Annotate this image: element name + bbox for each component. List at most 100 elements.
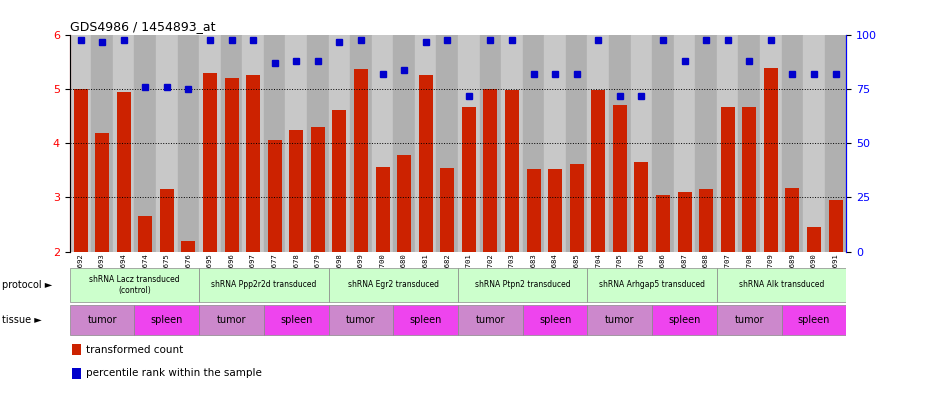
Bar	[72, 368, 81, 379]
Text: tumor: tumor	[217, 315, 246, 325]
Bar	[458, 268, 588, 302]
Bar	[634, 162, 648, 252]
Text: shRNA Lacz transduced
(control): shRNA Lacz transduced (control)	[89, 275, 179, 295]
Bar	[372, 35, 393, 252]
Bar	[721, 107, 735, 252]
Bar	[462, 107, 476, 252]
Bar	[588, 268, 717, 302]
Bar	[591, 90, 605, 252]
Bar	[268, 140, 282, 252]
Bar	[785, 188, 800, 252]
Bar	[332, 110, 346, 252]
Text: tumor: tumor	[346, 315, 376, 325]
Bar	[286, 35, 307, 252]
Bar	[807, 227, 821, 252]
Bar	[135, 35, 156, 252]
Bar	[264, 305, 328, 335]
Text: spleen: spleen	[151, 315, 183, 325]
Text: tissue ►: tissue ►	[2, 315, 42, 325]
Bar	[544, 35, 565, 252]
Bar	[609, 35, 631, 252]
Bar	[311, 127, 325, 252]
Bar	[113, 35, 135, 252]
Bar	[570, 164, 584, 252]
Bar	[738, 35, 760, 252]
Bar	[480, 35, 501, 252]
Text: GDS4986 / 1454893_at: GDS4986 / 1454893_at	[70, 20, 215, 33]
Bar	[440, 168, 454, 252]
Text: spleen: spleen	[409, 315, 442, 325]
Text: transformed count: transformed count	[86, 345, 183, 355]
Bar	[328, 268, 458, 302]
Bar	[203, 73, 217, 252]
Bar	[418, 75, 432, 252]
Bar	[501, 35, 523, 252]
Bar	[397, 155, 411, 252]
Bar	[289, 130, 303, 252]
Bar	[526, 169, 540, 252]
Bar	[351, 35, 372, 252]
Text: spleen: spleen	[280, 315, 312, 325]
Bar	[781, 35, 804, 252]
Bar	[220, 35, 243, 252]
Bar	[673, 35, 696, 252]
Bar	[73, 90, 87, 252]
Bar	[696, 35, 717, 252]
Bar	[135, 305, 199, 335]
Bar	[652, 35, 673, 252]
Bar	[139, 217, 153, 252]
Bar	[656, 195, 670, 252]
Text: tumor: tumor	[605, 315, 634, 325]
Bar	[72, 344, 81, 355]
Bar	[178, 35, 199, 252]
Bar	[652, 305, 717, 335]
Bar	[804, 35, 825, 252]
Bar	[523, 305, 588, 335]
Bar	[458, 35, 480, 252]
Bar	[393, 305, 458, 335]
Text: tumor: tumor	[735, 315, 764, 325]
Bar	[565, 35, 588, 252]
Bar	[588, 35, 609, 252]
Bar	[328, 35, 351, 252]
Bar	[243, 35, 264, 252]
Text: tumor: tumor	[87, 315, 117, 325]
Bar	[70, 35, 91, 252]
Bar	[717, 35, 738, 252]
Bar	[199, 305, 264, 335]
Bar	[613, 105, 627, 252]
Bar	[246, 75, 260, 252]
Bar	[717, 305, 781, 335]
Bar	[523, 35, 544, 252]
Bar	[458, 305, 523, 335]
Bar	[415, 35, 436, 252]
Bar	[95, 132, 109, 252]
Bar	[678, 192, 692, 252]
Bar	[354, 70, 368, 252]
Text: shRNA Arhgap5 transduced: shRNA Arhgap5 transduced	[599, 281, 705, 289]
Bar	[588, 305, 652, 335]
Bar	[829, 200, 843, 252]
Bar	[181, 241, 195, 252]
Bar	[199, 268, 328, 302]
Text: shRNA Ppp2r2d transduced: shRNA Ppp2r2d transduced	[211, 281, 316, 289]
Bar	[764, 68, 777, 252]
Bar	[160, 189, 174, 252]
Text: spleen: spleen	[798, 315, 830, 325]
Bar	[760, 35, 781, 252]
Bar	[116, 92, 131, 252]
Text: shRNA Alk transduced: shRNA Alk transduced	[739, 281, 824, 289]
Bar	[328, 305, 393, 335]
Bar	[199, 35, 220, 252]
Text: shRNA Egr2 transduced: shRNA Egr2 transduced	[348, 281, 439, 289]
Bar	[156, 35, 178, 252]
Bar	[70, 268, 199, 302]
Bar	[631, 35, 652, 252]
Text: spleen: spleen	[538, 315, 571, 325]
Bar	[505, 90, 519, 252]
Bar	[699, 189, 713, 252]
Bar	[307, 35, 328, 252]
Text: protocol ►: protocol ►	[2, 280, 52, 290]
Bar	[91, 35, 113, 252]
Bar	[70, 305, 135, 335]
